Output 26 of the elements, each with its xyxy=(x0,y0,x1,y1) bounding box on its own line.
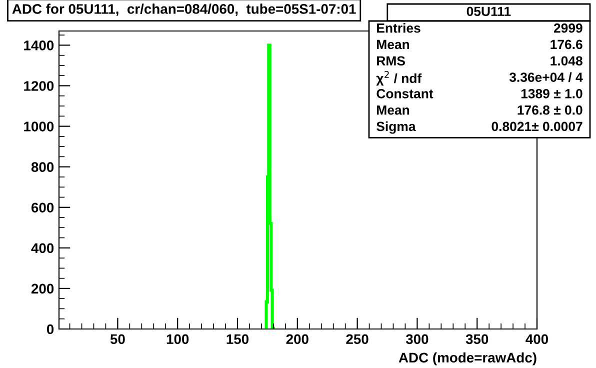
text: χ$^{2}$ / ndf 3.36e+04 / 4 xyxy=(376,71,583,86)
text: Mean 176.8 ± 0.0 xyxy=(377,105,582,115)
text: Sigma 0.8021± 0.0007 xyxy=(376,121,582,134)
y-tick-label: 1200 xyxy=(24,81,54,91)
text: Mean 176.6 xyxy=(377,40,582,50)
x-tick-label: 250 xyxy=(346,334,368,344)
x-tick-label: 350 xyxy=(466,334,488,344)
x-tick-label: 400 xyxy=(526,334,548,344)
x-tick-label: 100 xyxy=(166,334,189,344)
y-tick-label: 1000 xyxy=(24,122,54,132)
x-tick-label: 50 xyxy=(110,334,125,344)
text: RMS 1.048 xyxy=(377,56,582,66)
legend-title: 05U111 xyxy=(466,6,511,16)
x-tick-label: 200 xyxy=(286,334,308,344)
y-tick-label: 400 xyxy=(31,243,54,254)
x-tick-label: 300 xyxy=(406,334,428,344)
y-tick-label: 200 xyxy=(31,284,54,294)
x-tick-label: 150 xyxy=(226,334,249,344)
text: Constant 1389 ± 1.0 xyxy=(376,89,582,98)
y-tick-label: 600 xyxy=(31,202,54,213)
text: Entries 2999 xyxy=(377,23,582,33)
chart-title: ADC for 05U111, cr/chan=084/060, tube=05S1-07:01 xyxy=(12,4,356,16)
y-tick-label: 1400 xyxy=(24,40,54,50)
y-tick-label: 800 xyxy=(31,162,54,172)
y-tick-label: 0 xyxy=(46,324,54,334)
x-axis-title: ADC (mode=rawAdc) xyxy=(398,352,536,366)
